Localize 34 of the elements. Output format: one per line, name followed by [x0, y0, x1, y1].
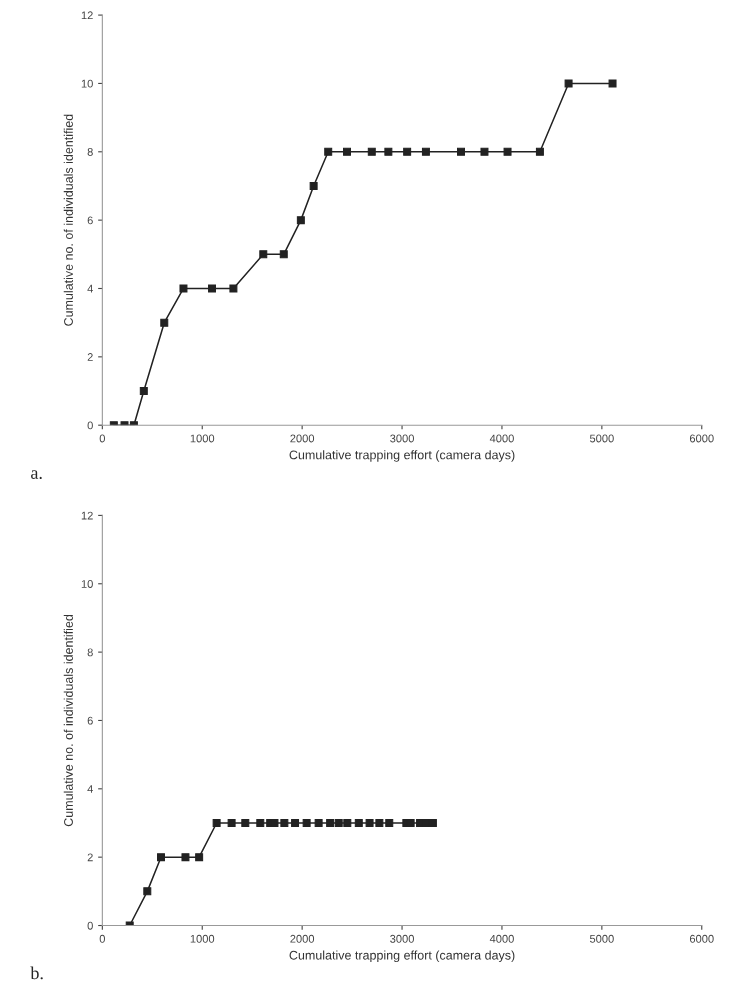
text: a.: [31, 470, 42, 479]
x-tick-label: 2000: [290, 434, 315, 443]
y-tick-label: 6: [87, 716, 93, 725]
y-tick-label: 4: [87, 284, 93, 293]
x-tick-label: 1000: [190, 434, 215, 443]
y-tick-label: 12: [81, 11, 93, 20]
y-tick-label: 6: [87, 216, 93, 225]
y-tick-label: 12: [81, 511, 93, 520]
y-tick-label: 0: [87, 421, 93, 430]
x-tick-label: 6000: [689, 934, 714, 943]
x-tick-label: 3000: [390, 934, 414, 943]
y-tick-label: 4: [87, 785, 93, 793]
x-tick-label: 5000: [589, 934, 614, 943]
x-tick-label: 6000: [689, 434, 714, 443]
x-tick-label: 4000: [489, 934, 514, 943]
y-tick-label: 8: [87, 648, 93, 657]
y-tick-label: 2: [87, 853, 93, 862]
x-tick-label: 2000: [290, 934, 315, 943]
text: b.: [30, 966, 43, 980]
x-tick-label: 5000: [589, 434, 614, 443]
x-tick-label: 4000: [489, 434, 514, 443]
x-axis-title: Cumulative trapping effort (camera days): [289, 950, 515, 963]
x-tick-label: 1000: [190, 934, 215, 943]
y-axis-title: Cumulative no. of individuals identified: [63, 614, 73, 827]
y-tick-label: 0: [87, 921, 93, 930]
y-tick-label: 2: [87, 353, 93, 361]
x-axis-title: Cumulative trapping effort (camera days): [289, 450, 515, 462]
x-tick-label: 0: [99, 434, 105, 443]
y-tick-label: 10: [81, 580, 93, 588]
x-tick-label: 0: [99, 934, 105, 943]
y-tick-label: 10: [81, 79, 93, 88]
y-tick-label: 8: [87, 148, 93, 156]
y-axis-title: Cumulative no. of individuals identified: [63, 114, 73, 326]
x-tick-label: 3000: [390, 434, 414, 443]
